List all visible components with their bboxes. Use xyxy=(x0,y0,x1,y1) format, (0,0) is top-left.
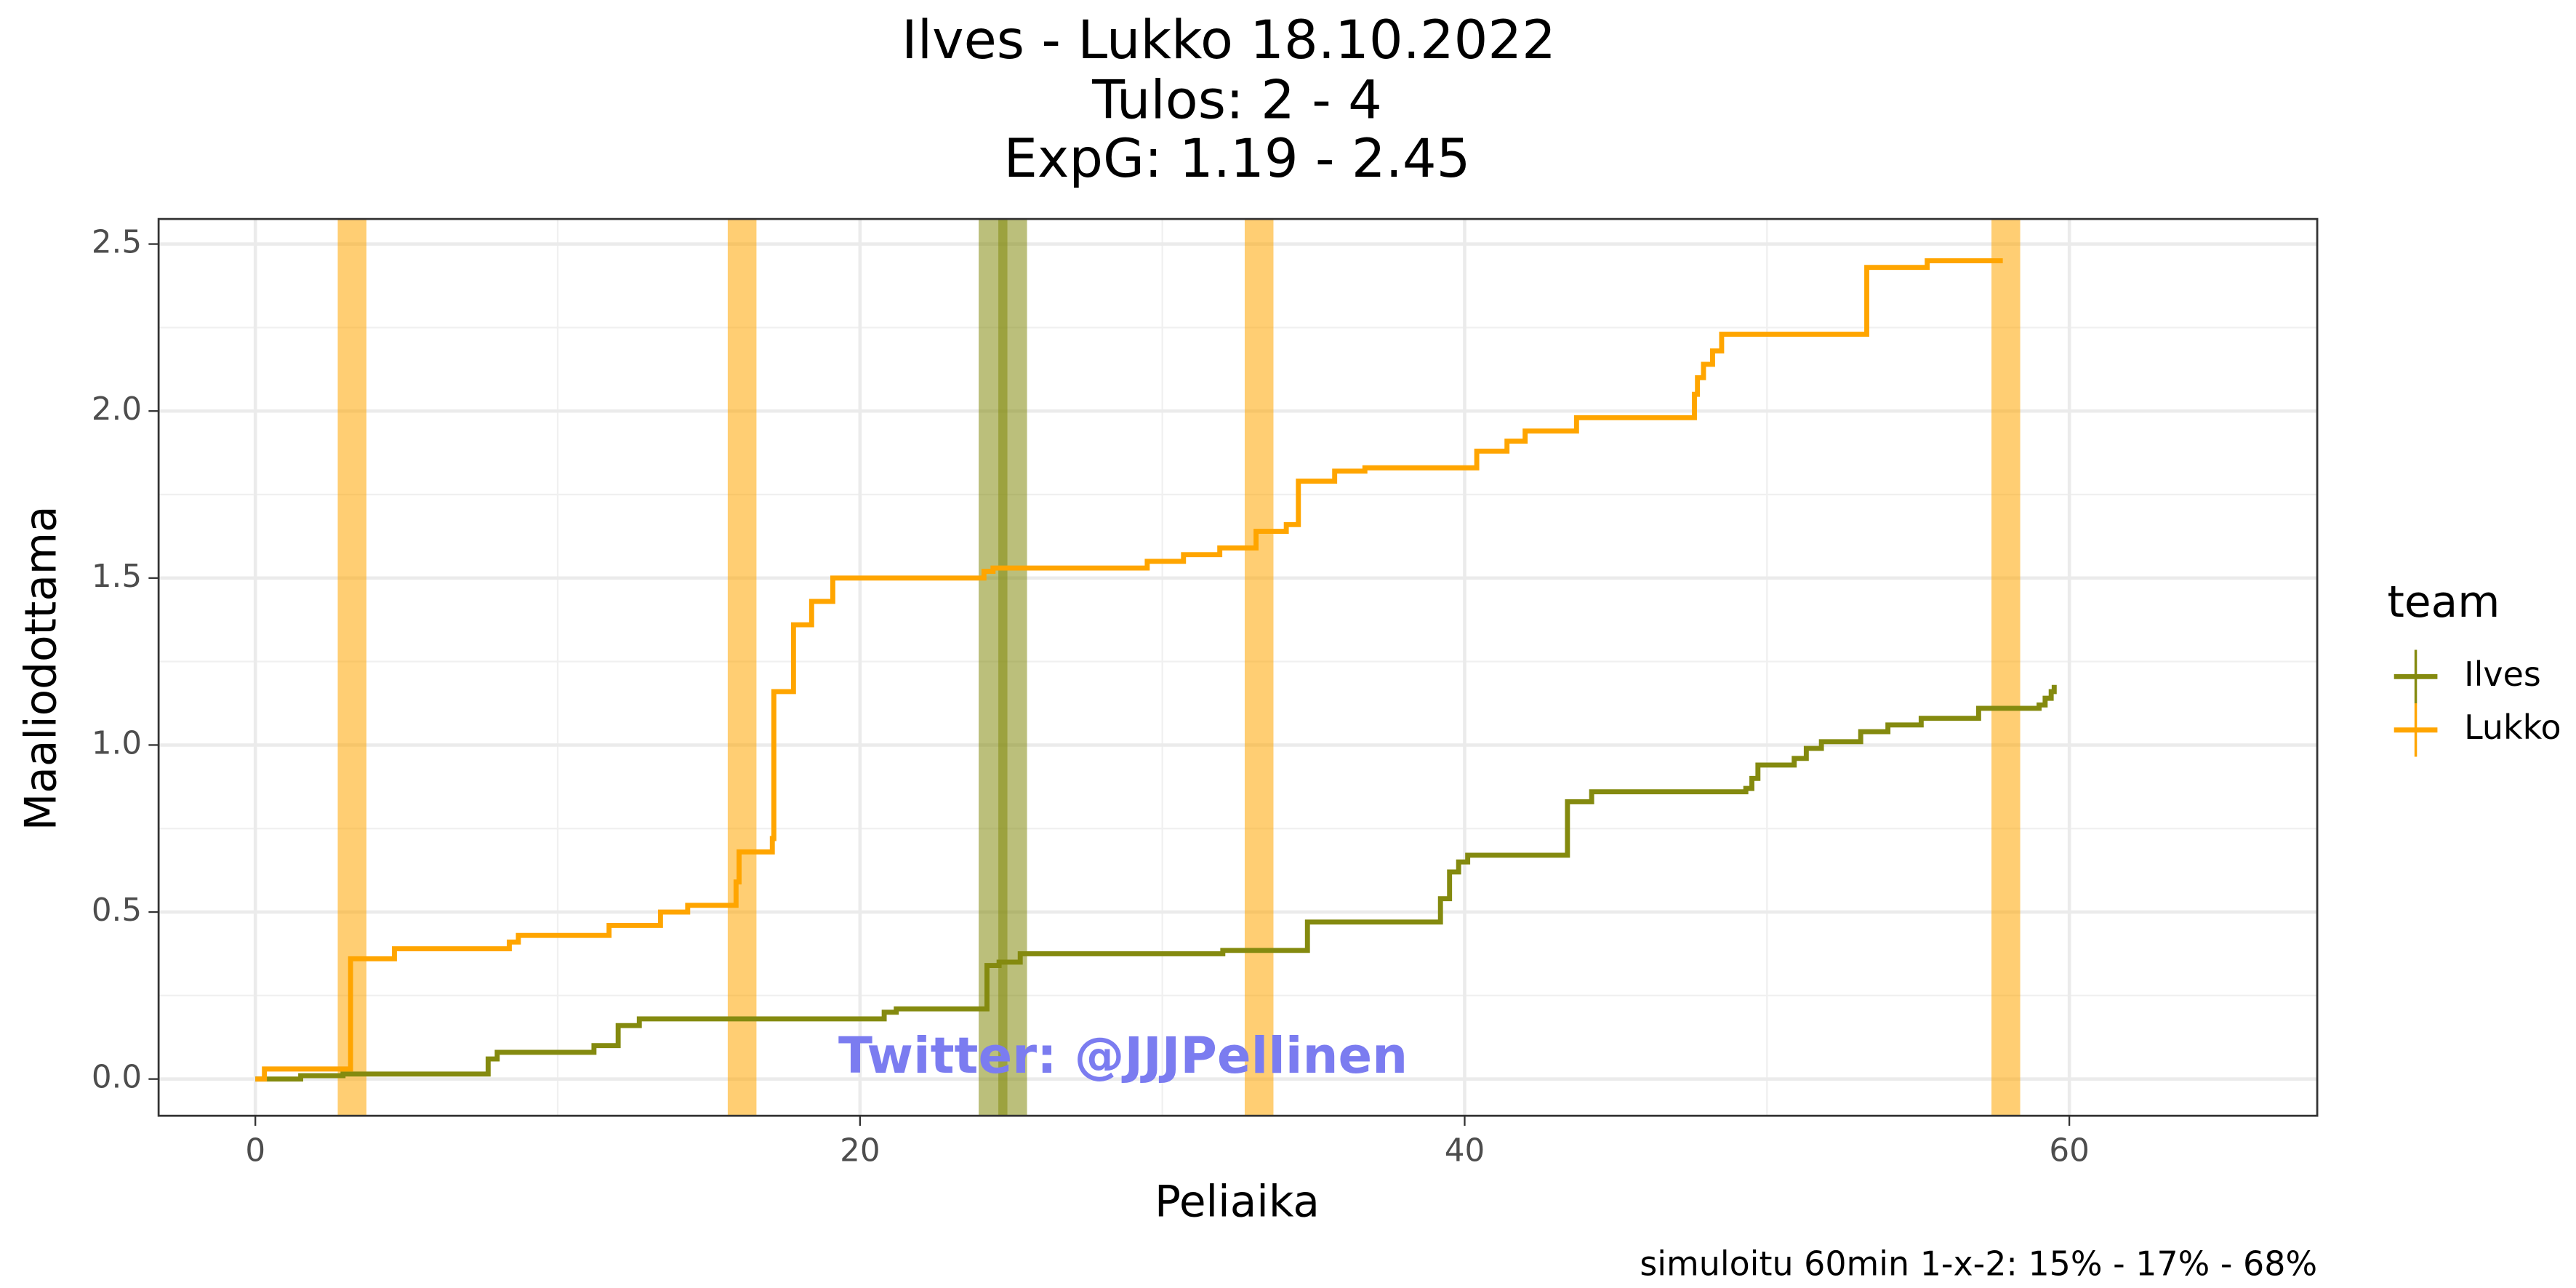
goal-band xyxy=(998,219,1027,1116)
y-tick-label: 1.0 xyxy=(92,725,142,761)
x-tick-label: 60 xyxy=(2049,1133,2090,1169)
goal-band xyxy=(1991,219,2021,1116)
step-line xyxy=(255,258,2003,1082)
goal-band xyxy=(1244,219,1274,1116)
legend: Ilves Lukko xyxy=(2394,649,2561,757)
step-line xyxy=(255,684,2057,1082)
x-tick-label: 40 xyxy=(1445,1133,1485,1169)
y-tick-label: 0.5 xyxy=(92,892,142,929)
caption: simuloitu 60min 1-x-2: 15% - 17% - 68% xyxy=(1640,1244,2317,1283)
y-tick-label: 1.5 xyxy=(92,559,142,595)
plot-area: 0 20 40 60 0.0 0.5 1.0 1.5 2.0 2.5 Twitter: @JJJPe… xyxy=(92,217,2319,1169)
legend-label: Lukko xyxy=(2464,708,2561,747)
chart-title: Ilves - Lukko 18.10.2022 xyxy=(902,9,1556,71)
x-tick-label: 20 xyxy=(840,1133,880,1169)
x-axis-label: Peliaika xyxy=(1155,1177,1320,1227)
chart-subtitle: Tulos: 2 - 4 xyxy=(1091,70,1382,132)
legend-title: team xyxy=(2388,577,2500,628)
y-axis-label: Maaliodottama xyxy=(16,505,66,831)
legend-label: Ilves xyxy=(2464,655,2541,694)
chart-subtitle: ExpG: 1.19 - 2.45 xyxy=(1003,128,1470,190)
y-tick-label: 2.5 xyxy=(92,225,142,261)
watermark: Twitter: @JJJPellinen xyxy=(838,1027,1408,1085)
y-tick-label: 0.0 xyxy=(92,1060,142,1096)
panel-border xyxy=(157,217,2319,1117)
goal-band xyxy=(727,219,757,1116)
x-tick-label: 0 xyxy=(245,1133,265,1169)
y-tick-label: 2.0 xyxy=(92,391,142,428)
